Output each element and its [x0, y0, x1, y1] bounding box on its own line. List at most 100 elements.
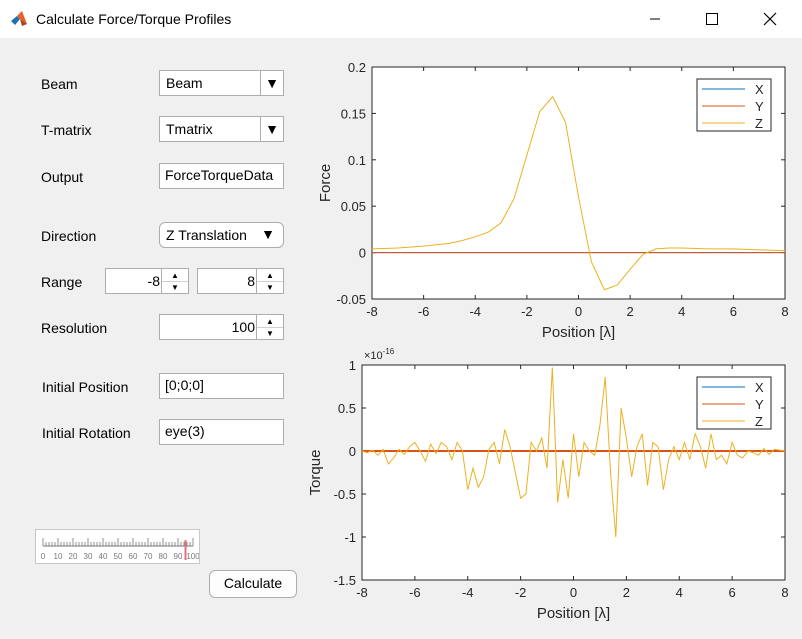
minimize-button[interactable] — [632, 0, 678, 38]
x-tick-label: 4 — [678, 304, 685, 319]
legend-box — [696, 78, 772, 132]
y-axis-label: Torque — [307, 450, 324, 496]
y-tick-label: 0.2 — [348, 60, 366, 75]
x-tick-label: 4 — [676, 585, 683, 600]
series-line-z — [361, 367, 786, 538]
legend-label: X — [755, 82, 764, 97]
resolution-spinner[interactable]: 100 ▲ ▼ — [159, 314, 284, 340]
spinner-up-icon[interactable]: ▲ — [257, 269, 283, 282]
x-tick-label: -6 — [418, 304, 430, 319]
y-axis-label: Force — [317, 164, 334, 202]
x-tick-label: -4 — [469, 304, 481, 319]
legend-label: Y — [755, 397, 764, 412]
y-tick-label: 0.15 — [341, 106, 366, 121]
initial-position-field[interactable]: [0;0;0] — [159, 373, 284, 399]
x-tick-label: -6 — [409, 585, 421, 600]
gauge-tick-label: 30 — [84, 552, 93, 561]
title-bar: Calculate Force/Torque Profiles — [0, 0, 802, 38]
x-tick-label: 6 — [730, 304, 737, 319]
tmatrix-dropdown[interactable]: Tmatrix ▼ — [159, 116, 284, 142]
close-button[interactable] — [747, 0, 793, 38]
direction-dropdown[interactable]: Z Translation ▼ — [159, 222, 284, 248]
force-plot: -8 -6 -4 -2 0 2 4 6 8 -0.05 0 0.05 0.1 0.15 0.2 Positio… — [317, 60, 789, 341]
y-tick-label: -0.5 — [334, 487, 356, 502]
y-tick-label: 0.05 — [341, 199, 366, 214]
y-tick-label: 1 — [349, 358, 356, 373]
y-exponent: ×10-16 — [364, 347, 395, 362]
y-tick-label: -1 — [344, 530, 356, 545]
spinner-down-icon[interactable]: ▼ — [266, 282, 274, 292]
calculate-button[interactable]: Calculate — [209, 570, 297, 598]
matlab-app-icon — [11, 11, 27, 26]
resolution-label: Resolution — [41, 320, 108, 336]
initial-rotation-label: Initial Rotation — [42, 425, 131, 441]
spinner-up-icon[interactable]: ▲ — [257, 315, 283, 328]
gauge-tick-label: 70 — [144, 552, 153, 561]
gauge-tick-label: 0 — [41, 552, 46, 561]
y-tick-label: -1.5 — [334, 573, 356, 588]
range-min-value: -8 — [147, 273, 160, 289]
direction-label: Direction — [41, 228, 97, 244]
legend-label: Y — [755, 99, 764, 114]
direction-dropdown-value: Z Translation — [166, 227, 247, 243]
output-label: Output — [41, 169, 84, 185]
gauge-tick-label: 60 — [129, 552, 138, 561]
legend-label: Z — [755, 116, 763, 131]
y-tick-label: -0.05 — [336, 292, 366, 307]
x-tick-label: -4 — [462, 585, 474, 600]
x-tick-label: -2 — [515, 585, 527, 600]
window-title: Calculate Force/Torque Profiles — [36, 11, 232, 27]
gauge-scale: 0 10 20 30 40 50 60 70 80 90 100 — [41, 538, 200, 561]
legend-label: X — [755, 380, 764, 395]
resolution-value: 100 — [231, 319, 255, 335]
beam-label: Beam — [41, 76, 78, 92]
y-exponent-power: -16 — [383, 347, 395, 356]
x-tick-label: 6 — [729, 585, 736, 600]
range-max-spinner[interactable]: 8 ▲ ▼ — [197, 268, 284, 294]
dropdown-arrow-icon: ▼ — [260, 71, 283, 95]
minimize-icon — [650, 18, 660, 20]
range-label: Range — [41, 274, 83, 290]
x-tick-label: 0 — [575, 304, 582, 319]
range-min-spinner[interactable]: -8 ▲ ▼ — [105, 268, 189, 294]
close-icon — [763, 12, 777, 26]
dropdown-arrow-icon: ▼ — [261, 226, 275, 242]
x-tick-label: -8 — [356, 585, 368, 600]
gauge-tick-label: 80 — [159, 552, 168, 561]
initial-rotation-field[interactable]: eye(3) — [159, 419, 284, 445]
spinner-down-icon[interactable]: ▼ — [266, 328, 274, 338]
y-tick-label: 0.5 — [338, 401, 356, 416]
gauge-tick-label: 10 — [54, 552, 63, 561]
legend-box — [696, 376, 772, 430]
y-tick-label: 0 — [359, 246, 366, 261]
x-axis-label: Position [λ] — [537, 605, 610, 622]
maximize-icon — [706, 13, 718, 25]
x-tick-label: 0 — [570, 585, 577, 600]
maximize-button[interactable] — [689, 0, 735, 38]
legend-label: Z — [755, 414, 763, 429]
dropdown-arrow-icon: ▼ — [260, 117, 283, 141]
y-tick-label: 0.1 — [348, 153, 366, 168]
x-axis-label: Position [λ] — [542, 324, 615, 341]
x-tick-label: 8 — [781, 585, 788, 600]
x-tick-label: -8 — [366, 304, 378, 319]
gauge-tick-label: 90 — [174, 552, 183, 561]
tmatrix-label: T-matrix — [41, 122, 92, 138]
beam-dropdown-value: Beam — [166, 75, 203, 91]
gauge-tick-label: 40 — [99, 552, 108, 561]
x-tick-label: 2 — [627, 304, 634, 319]
x-tick-label: -2 — [521, 304, 533, 319]
x-tick-label: 2 — [623, 585, 630, 600]
gauge-tick-label: 100 — [186, 552, 199, 561]
series-line-z — [371, 95, 786, 291]
output-field[interactable]: ForceTorqueData — [159, 163, 284, 189]
range-max-value: 8 — [247, 273, 255, 289]
spinner-up-icon[interactable]: ▲ — [162, 269, 188, 282]
beam-dropdown[interactable]: Beam ▼ — [159, 70, 284, 96]
tmatrix-dropdown-value: Tmatrix — [166, 121, 213, 137]
gauge-tick-label: 50 — [114, 552, 123, 561]
gauge-tick-label: 20 — [69, 552, 78, 561]
spinner-down-icon[interactable]: ▼ — [171, 282, 179, 292]
torque-plot: -8 -6 -4 -2 0 2 4 6 8 -1.5 -1 -0.5 0 0.5 1 Position [λ]… — [307, 347, 789, 622]
progress-gauge: 0 10 20 30 40 50 60 70 80 90 100 — [35, 529, 200, 564]
